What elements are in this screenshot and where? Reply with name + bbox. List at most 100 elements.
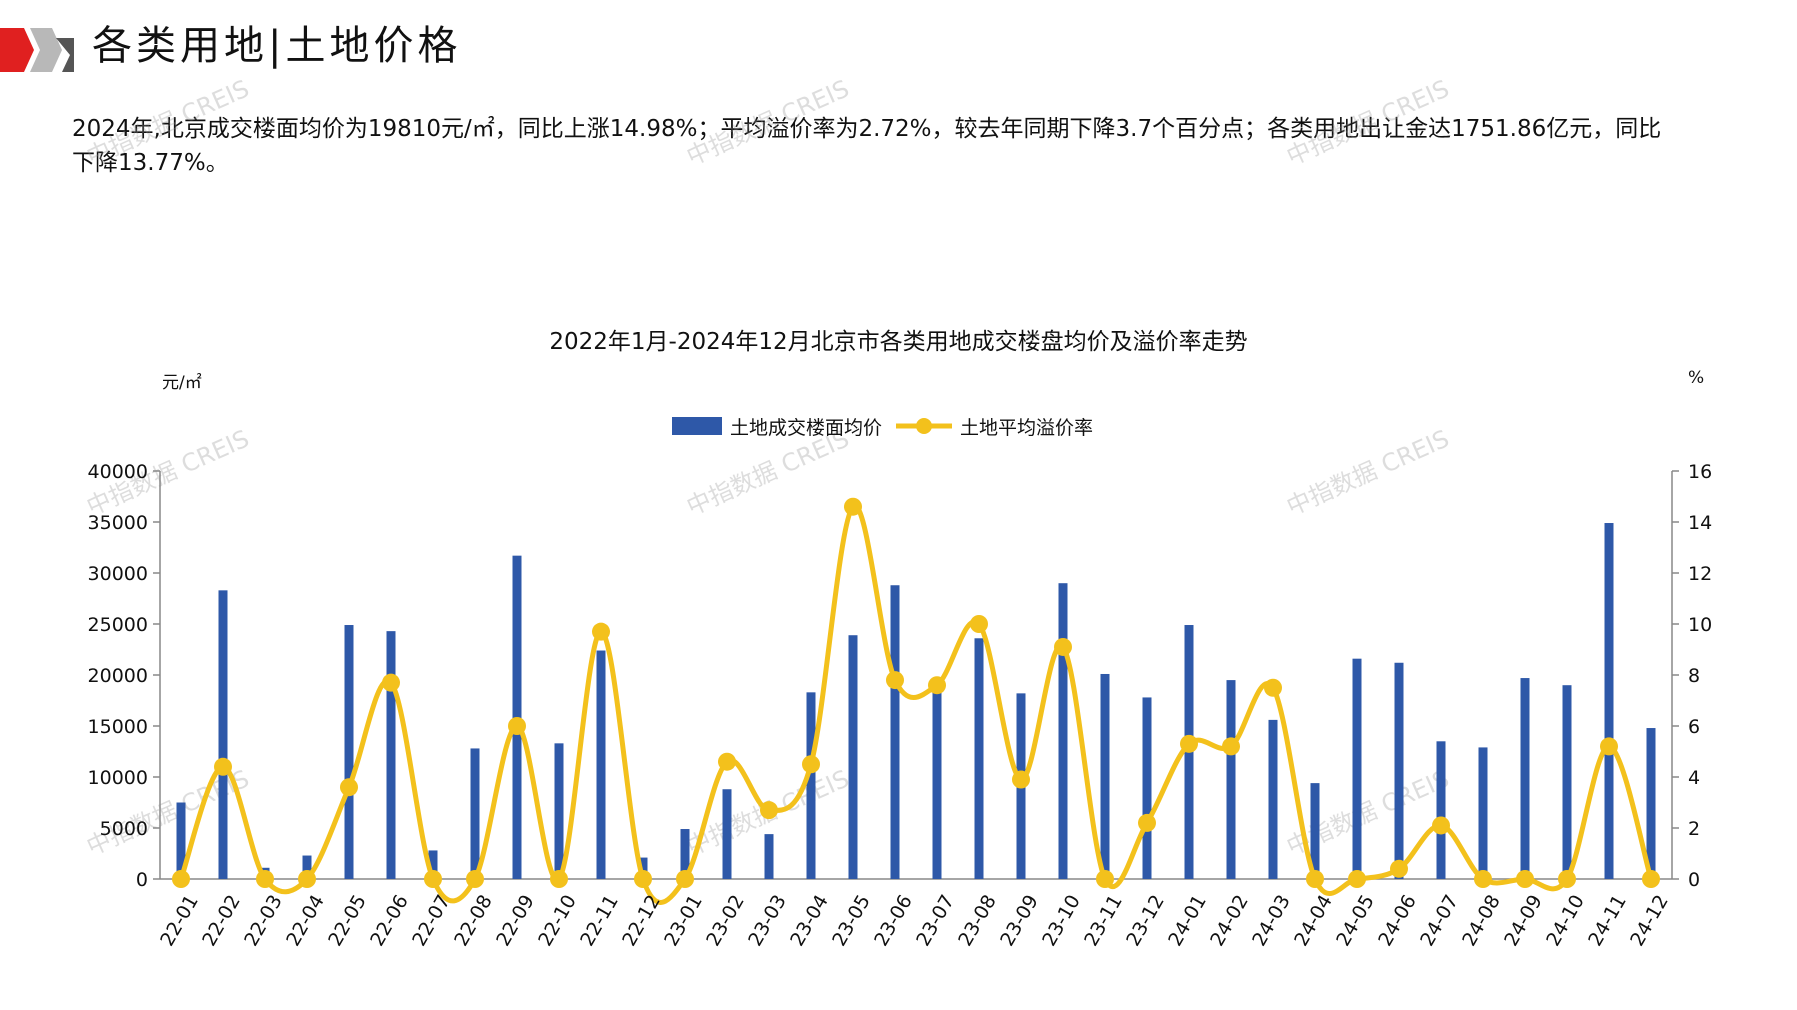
bar-24-03 xyxy=(1268,719,1278,879)
point-22-07 xyxy=(424,870,442,888)
x-axis-tick-label: 22-03 xyxy=(240,891,287,950)
point-22-11 xyxy=(592,622,610,641)
point-23-05 xyxy=(844,497,862,516)
point-24-05 xyxy=(1348,870,1366,888)
right-axis-tick-label: 2 xyxy=(1688,818,1700,840)
chart-legend: 土地成交楼面均价 土地平均溢价率 xyxy=(672,412,1107,440)
x-axis-tick-label: 24-10 xyxy=(1542,891,1589,950)
x-axis-tick-label: 23-04 xyxy=(786,891,833,950)
bar-23-03 xyxy=(764,834,774,879)
left-axis-tick-label: 25000 xyxy=(88,614,148,636)
right-axis-tick-label: 16 xyxy=(1688,461,1712,483)
bar-23-01 xyxy=(680,829,690,879)
left-axis-unit: 元/㎡ xyxy=(162,373,202,393)
x-axis-tick-label: 23-07 xyxy=(912,891,959,950)
point-24-10 xyxy=(1558,870,1576,888)
point-22-06 xyxy=(382,673,400,692)
bar-23-07 xyxy=(932,685,942,879)
point-24-06 xyxy=(1390,859,1408,878)
right-axis-tick-label: 14 xyxy=(1688,512,1712,534)
point-23-09 xyxy=(1012,770,1030,789)
point-22-02 xyxy=(214,757,232,776)
point-23-02 xyxy=(718,752,736,771)
bar-22-08 xyxy=(470,748,480,879)
point-24-02 xyxy=(1222,737,1240,756)
right-axis-tick-label: 6 xyxy=(1688,716,1700,738)
bar-24-05 xyxy=(1352,658,1362,879)
point-24-11 xyxy=(1600,737,1618,756)
right-axis-tick-label: 8 xyxy=(1688,665,1700,687)
x-axis-tick-label: 23-11 xyxy=(1080,891,1127,950)
bar-23-02 xyxy=(722,789,732,879)
legend-line-label: 土地平均溢价率 xyxy=(960,416,1094,439)
bar-24-10 xyxy=(1562,685,1572,879)
logo-gray-shape xyxy=(30,28,62,72)
point-23-12 xyxy=(1138,813,1156,832)
point-22-03 xyxy=(256,870,274,888)
point-23-03 xyxy=(760,801,778,820)
left-axis-tick-label: 40000 xyxy=(88,461,148,483)
x-axis-tick-label: 24-01 xyxy=(1164,891,1211,950)
legend-item-line: 土地平均溢价率 xyxy=(896,413,1093,440)
bar-24-08 xyxy=(1478,747,1488,879)
right-axis-tick-label: 4 xyxy=(1688,767,1700,789)
bar-22-02 xyxy=(218,590,228,879)
left-axis-tick-label: 20000 xyxy=(88,665,148,687)
point-23-04 xyxy=(802,755,820,774)
x-axis-tick-label: 22-10 xyxy=(534,891,581,950)
point-23-07 xyxy=(928,676,946,695)
premium-rate-line xyxy=(178,503,1654,905)
right-axis-tick-label: 0 xyxy=(1688,869,1700,891)
x-axis-tick-label: 22-01 xyxy=(156,891,203,950)
legend-item-bar: 土地成交楼面均价 xyxy=(672,413,882,440)
point-24-08 xyxy=(1474,870,1492,888)
brand-logo xyxy=(0,28,74,72)
point-23-08 xyxy=(970,615,988,633)
logo-red-shape xyxy=(0,28,34,72)
point-24-09 xyxy=(1516,870,1534,888)
point-24-04 xyxy=(1306,870,1324,888)
x-axis-tick-label: 24-07 xyxy=(1416,891,1463,950)
x-axis-tick-label: 23-09 xyxy=(996,891,1043,950)
bar-24-12 xyxy=(1646,728,1656,879)
x-axis-tick-label: 23-03 xyxy=(744,891,791,950)
point-22-04 xyxy=(298,870,316,888)
bar-22-07 xyxy=(428,850,438,879)
right-axis-tick-label: 12 xyxy=(1688,563,1712,585)
point-22-09 xyxy=(508,717,526,735)
x-axis-tick-label: 24-09 xyxy=(1500,891,1547,950)
point-23-11 xyxy=(1096,870,1114,888)
bar-22-12 xyxy=(638,857,648,879)
bar-22-10 xyxy=(554,743,564,879)
x-axis-tick-label: 22-02 xyxy=(198,891,245,950)
bar-24-11 xyxy=(1604,523,1614,879)
x-axis-tick-label: 23-10 xyxy=(1038,891,1085,950)
bar-24-02 xyxy=(1226,680,1236,879)
x-axis-tick-label: 23-06 xyxy=(870,891,917,950)
bar-22-01 xyxy=(176,802,186,879)
left-axis-tick-label: 10000 xyxy=(88,767,148,789)
right-axis-unit: % xyxy=(1688,368,1705,388)
x-axis-tick-label: 24-12 xyxy=(1626,891,1673,950)
point-22-01 xyxy=(172,870,190,888)
summary-text: 2024年,北京成交楼面均价为19810元/㎡，同比上涨14.98%；平均溢价率… xyxy=(72,116,1662,176)
left-axis-tick-label: 5000 xyxy=(100,818,148,840)
x-axis-tick-label: 22-12 xyxy=(618,891,665,950)
x-axis-tick-label: 24-06 xyxy=(1374,891,1421,950)
bar-24-09 xyxy=(1520,678,1530,879)
x-axis-tick-label: 24-02 xyxy=(1206,891,1253,950)
point-23-06 xyxy=(886,671,904,690)
left-axis-tick-label: 0 xyxy=(136,869,148,891)
point-24-12 xyxy=(1642,870,1660,888)
x-axis-tick-label: 22-04 xyxy=(282,891,329,950)
bar-24-06 xyxy=(1394,662,1404,879)
point-22-12 xyxy=(634,870,652,888)
bar-22-05 xyxy=(344,625,354,879)
point-22-05 xyxy=(340,778,358,797)
point-24-03 xyxy=(1264,678,1282,697)
point-23-10 xyxy=(1054,637,1072,656)
bar-23-10 xyxy=(1058,583,1068,879)
bar-22-11 xyxy=(596,650,606,879)
bar-23-11 xyxy=(1100,673,1110,879)
